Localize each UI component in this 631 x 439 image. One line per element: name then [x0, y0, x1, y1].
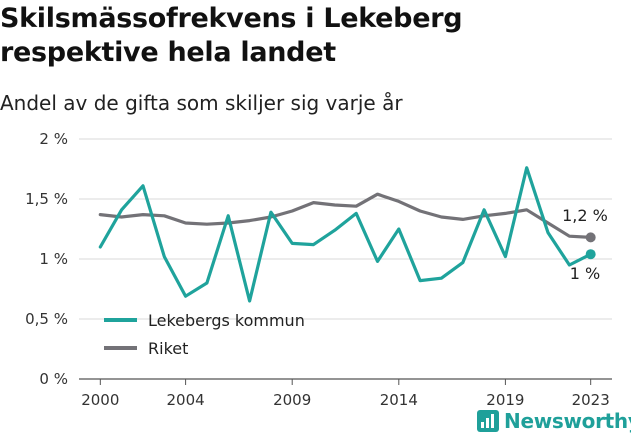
y-tick-label: 0,5 % [25, 310, 68, 328]
legend: Lekebergs kommun Riket [104, 311, 305, 358]
x-tick-label: 2019 [486, 391, 524, 409]
series-lines [98, 166, 596, 303]
y-tick-label: 0 % [39, 370, 68, 388]
title-line-2: respektive hela landet [0, 37, 336, 68]
end-point-lekeberg [585, 249, 596, 260]
x-tick-label: 2014 [380, 391, 418, 409]
newsworthy-logo: Newsworthy [477, 406, 631, 436]
y-tick-label: 1,5 % [25, 190, 68, 208]
x-tick-label: 2000 [81, 391, 119, 409]
series-line-lekeberg [98, 166, 593, 303]
end-label-riket: 1,2 % [562, 206, 608, 225]
bar-chart-badge-icon [477, 410, 499, 432]
y-axis-ticks: 0 % 0,5 % 1 % 1,5 % 2 % [25, 130, 68, 388]
legend-label-lekeberg: Lekebergs kommun [148, 311, 305, 330]
gridlines [79, 138, 612, 380]
x-axis: 2000 2004 2009 2014 2019 2023 [81, 379, 610, 409]
x-tick-label: 2023 [572, 391, 610, 409]
end-label-lekeberg: 1 % [570, 264, 600, 283]
brand-name: Newsworthy [504, 409, 631, 433]
y-tick-label: 2 % [39, 130, 68, 148]
chart-subtitle: Andel av de gifta som skiljer sig varje … [0, 91, 403, 115]
legend-label-riket: Riket [148, 339, 188, 358]
title-line-1: Skilsmässofrekvens i Lekeberg [0, 3, 463, 34]
x-tick-label: 2009 [273, 391, 311, 409]
chart-title: Skilsmässofrekvens i Lekeberg respektive… [0, 2, 620, 70]
y-tick-label: 1 % [39, 250, 68, 268]
series-line-riket [98, 192, 593, 239]
end-point-riket [585, 232, 596, 243]
x-tick-label: 2004 [167, 391, 205, 409]
